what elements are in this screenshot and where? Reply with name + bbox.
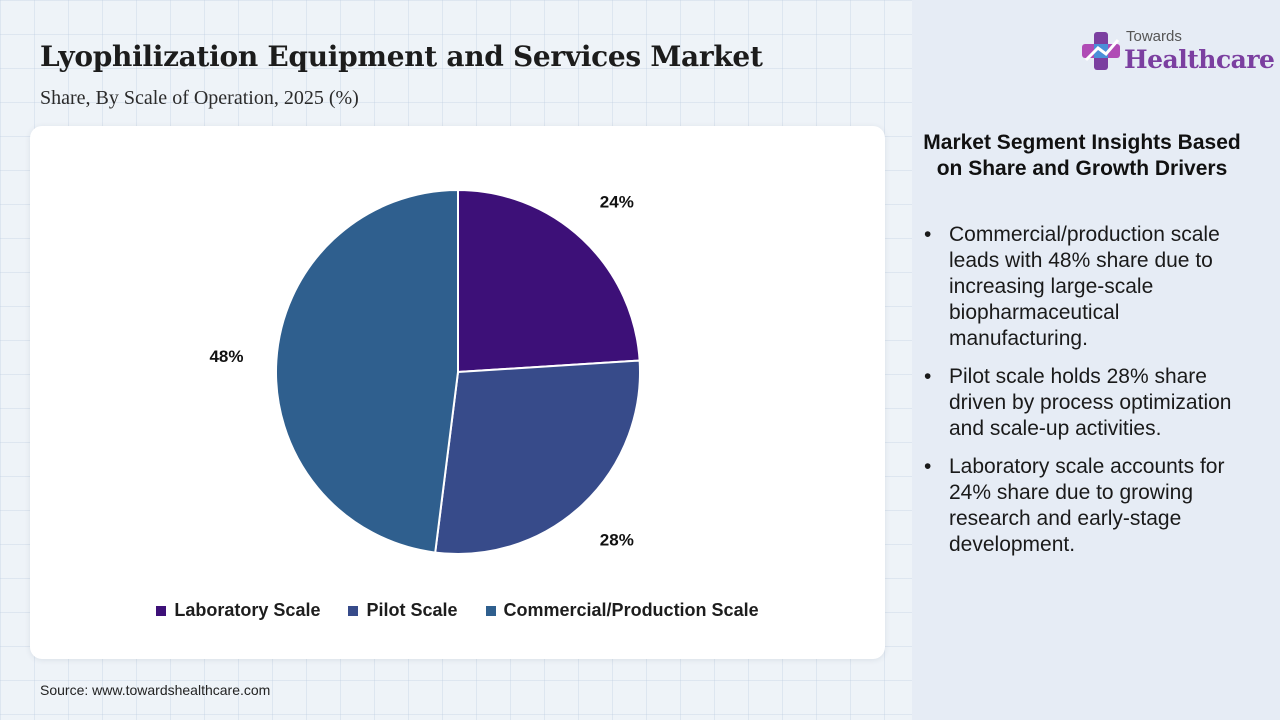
bullet-dot: • xyxy=(924,455,932,478)
source-note: Source: www.towardshealthcare.com xyxy=(40,682,271,698)
insight-item: • Pilot scale holds 28% share driven by p… xyxy=(922,364,1242,442)
data-label-commercial: 48% xyxy=(209,347,243,366)
pie-slice-laboratory xyxy=(457,188,641,374)
legend-swatch-commercial xyxy=(485,605,496,616)
data-label-laboratory: 24% xyxy=(600,192,634,211)
legend-item-laboratory: Laboratory Scale xyxy=(156,600,320,621)
legend-label-commercial: Commercial/Production Scale xyxy=(503,600,759,620)
page-subtitle: Share, By Scale of Operation, 2025 (%) xyxy=(40,87,359,109)
bullet-dot: • xyxy=(924,223,932,246)
legend-swatch-pilot xyxy=(348,605,359,616)
insight-text: Pilot scale holds 28% share driven by pr… xyxy=(949,365,1232,440)
logo-text-small: Towards xyxy=(1126,28,1182,45)
pie-slice-pilot xyxy=(434,359,641,555)
bullet-dot: • xyxy=(924,365,932,388)
page-title: Lyophilization Equipment and Services Ma… xyxy=(40,40,763,73)
legend-swatch-laboratory xyxy=(156,605,167,616)
insight-item: • Laboratory scale accounts for 24% share… xyxy=(922,454,1242,558)
legend-label-laboratory: Laboratory Scale xyxy=(174,600,321,620)
insights-list: • Commercial/production scale leads with … xyxy=(922,222,1242,570)
legend-label-pilot: Pilot Scale xyxy=(366,600,458,620)
cross-logo-icon xyxy=(1082,32,1120,70)
chart-card: 24% 28% 48% Laboratory Scale Pilot Scale C… xyxy=(30,126,885,659)
chart-legend: Laboratory Scale Pilot Scale Commercial/… xyxy=(30,600,885,621)
legend-item-pilot: Pilot Scale xyxy=(348,600,458,621)
insight-text: Laboratory scale accounts for 24% share … xyxy=(949,455,1225,556)
brand-logo: Towards Healthcare xyxy=(1080,28,1275,78)
insight-item: • Commercial/production scale leads with … xyxy=(922,222,1242,352)
insight-text: Commercial/production scale leads with 4… xyxy=(949,223,1220,350)
insights-panel xyxy=(912,0,1280,720)
legend-item-commercial: Commercial/Production Scale xyxy=(485,600,759,621)
insights-title: Market Segment Insights Based on Share a… xyxy=(923,131,1241,180)
data-label-pilot: 28% xyxy=(600,531,634,550)
pie-slice-commercial xyxy=(275,188,459,554)
chart-area: Lyophilization Equipment and Services Ma… xyxy=(30,40,885,698)
pie-chart: 24% 28% 48% xyxy=(209,188,641,555)
logo-text-big: Healthcare xyxy=(1124,45,1275,74)
